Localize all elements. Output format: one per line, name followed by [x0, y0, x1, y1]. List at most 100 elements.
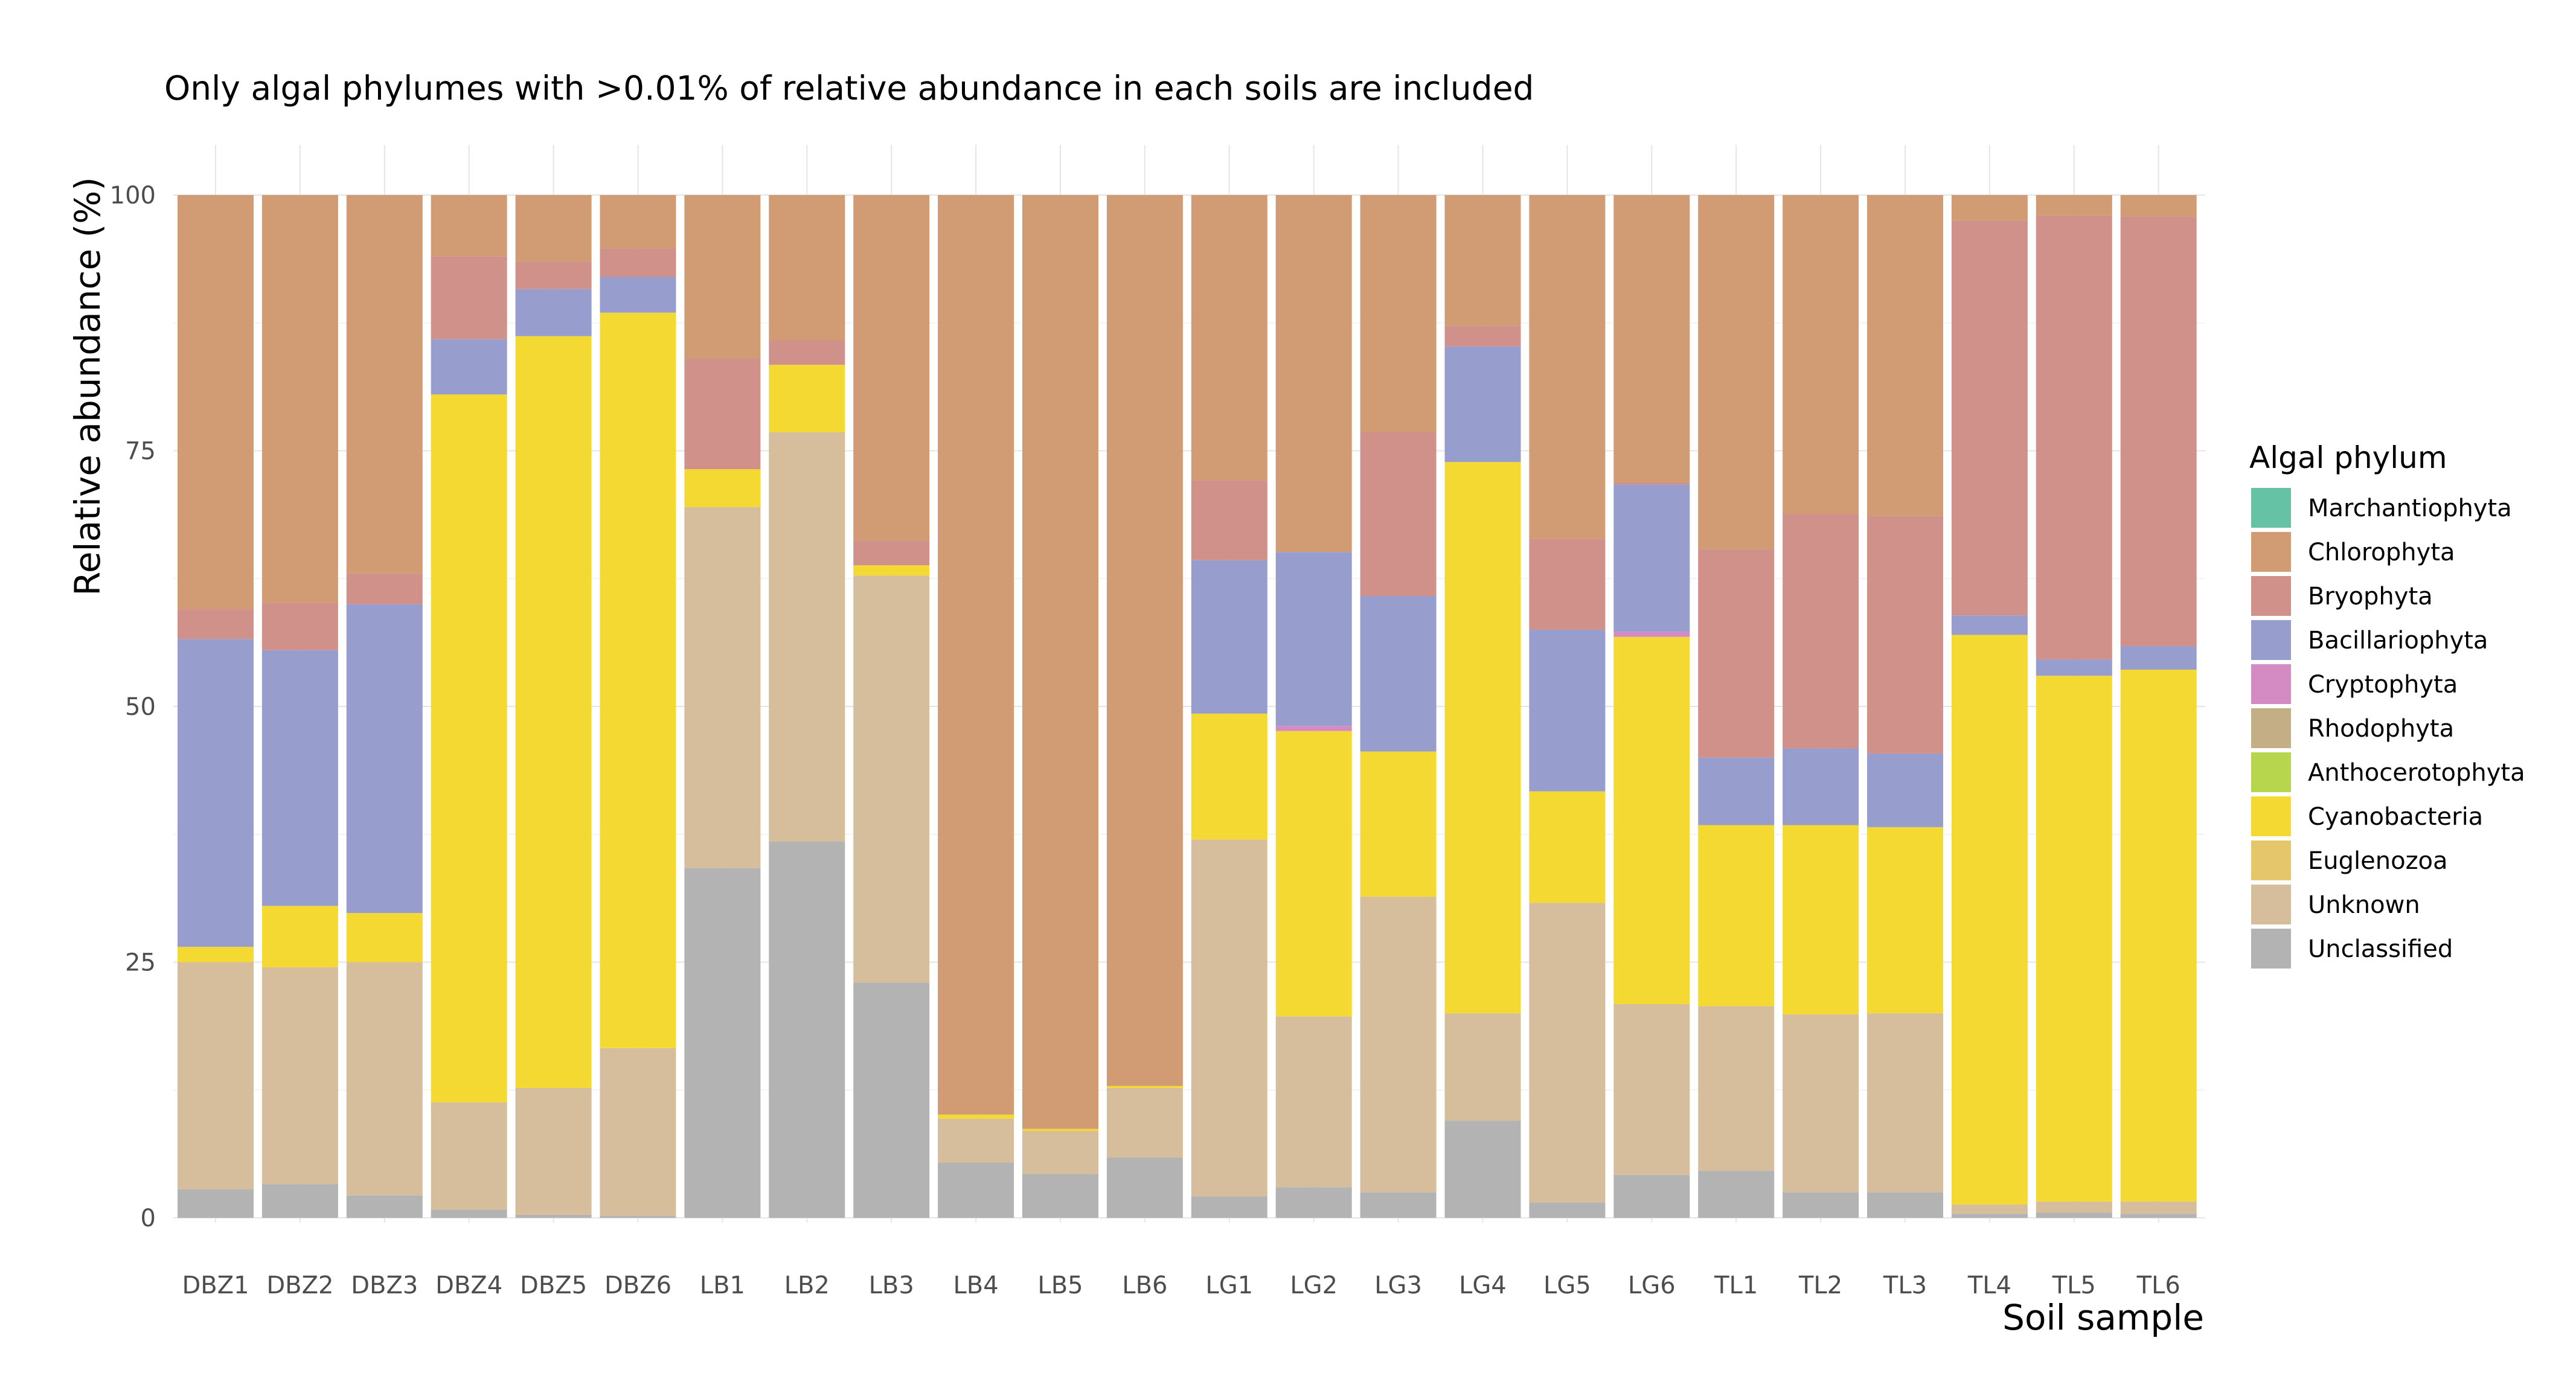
bar-segment — [261, 1184, 338, 1218]
bar-segment — [1783, 825, 1859, 1014]
bar-stack-LB5 — [1022, 195, 1098, 1218]
bar-segment — [600, 1048, 676, 1216]
legend-label: Unclassified — [2308, 935, 2453, 963]
bar-segment — [684, 868, 761, 1218]
x-tick-label: DBZ1 — [182, 1272, 249, 1299]
bar-stack-DBZ4 — [431, 195, 507, 1218]
bar-segment — [2036, 1212, 2112, 1218]
bar-segment — [1529, 629, 1606, 792]
legend-label: Rhodophyta — [2308, 715, 2454, 743]
bar-segment — [1444, 1121, 1521, 1218]
bar-segment — [2120, 670, 2197, 1202]
bar-segment — [684, 469, 761, 507]
x-axis-title: Soil sample — [2002, 1297, 2204, 1338]
legend-label: Bryophyta — [2308, 583, 2433, 610]
bar-segment — [853, 565, 930, 576]
bar-segment — [261, 906, 338, 967]
x-tick-label: DBZ6 — [604, 1272, 671, 1299]
x-tick-label: LG2 — [1290, 1272, 1338, 1299]
x-tick-label: LB1 — [700, 1272, 745, 1299]
bar-segment — [1022, 1174, 1098, 1218]
y-tick-label: 100 — [110, 182, 156, 210]
x-tick-label: LB6 — [1122, 1272, 1167, 1299]
bar-segment — [515, 336, 592, 1088]
legend-swatch — [2251, 664, 2291, 704]
bar-segment — [178, 639, 254, 947]
bar-segment — [261, 650, 338, 906]
bar-segment — [1360, 897, 1437, 1193]
bar-segment — [1106, 1157, 1183, 1218]
x-tick-label: TL2 — [1798, 1272, 1842, 1299]
bar-segment — [938, 1114, 1014, 1119]
bar-segment — [1106, 1087, 1183, 1158]
bar-segment — [2036, 659, 2112, 676]
legend-swatch — [2251, 752, 2291, 792]
bar-segment — [769, 432, 845, 842]
bar-segment — [346, 913, 423, 962]
bar-segment — [1951, 195, 2028, 221]
bar-segment — [515, 261, 592, 289]
y-tick-label: 0 — [141, 1205, 156, 1232]
legend-label: Bacillariophyta — [2308, 627, 2488, 655]
bar-segment — [2036, 1201, 2112, 1213]
bar-segment — [1022, 195, 1098, 1129]
legend-item: Bryophyta — [2251, 576, 2433, 616]
legend-swatch — [2251, 708, 2291, 748]
bar-segment — [938, 1162, 1014, 1218]
bar-segment — [1360, 432, 1437, 597]
bar-stack-TL3 — [1867, 195, 1943, 1218]
bar-segment — [1951, 635, 2028, 1205]
x-tick-label: LG1 — [1205, 1272, 1253, 1299]
bar-stack-DBZ6 — [600, 195, 676, 1218]
bar-segment — [1783, 1192, 1859, 1218]
bar-segment — [2120, 195, 2197, 217]
bar-segment — [684, 359, 761, 469]
bar-segment — [1191, 560, 1267, 714]
x-tick-label: TL1 — [1714, 1272, 1758, 1299]
bar-segment — [431, 256, 507, 339]
legend-item: Unclassified — [2251, 929, 2453, 969]
bar-segment — [1951, 220, 2028, 616]
bar-segment — [1783, 1014, 1859, 1193]
y-tick-label: 25 — [125, 949, 156, 977]
bar-segment — [1444, 1013, 1521, 1121]
x-tick-label: DBZ2 — [266, 1272, 333, 1299]
bar-segment — [1698, 195, 1775, 549]
bar-segment — [1867, 195, 1943, 516]
bar-segment — [1022, 1129, 1098, 1132]
bar-segment — [1529, 791, 1606, 903]
bar-segment — [1613, 632, 1690, 637]
bar-segment — [769, 195, 845, 341]
bar-segment — [769, 365, 845, 433]
bar-segment — [1106, 1086, 1183, 1088]
bar-stack-LG6 — [1613, 195, 1690, 1218]
bar-segment — [1613, 482, 1690, 485]
legend-swatch — [2251, 796, 2291, 836]
bar-segment — [346, 1195, 423, 1218]
x-tick-label: LG6 — [1628, 1272, 1676, 1299]
bar-segment — [515, 195, 592, 262]
chart-title: Only algal phylumes with >0.01% of relat… — [164, 69, 1534, 107]
bar-segment — [1951, 1214, 2028, 1218]
bar-segment — [2120, 1214, 2197, 1218]
bar-segment — [2120, 1201, 2197, 1214]
bar-segment — [1529, 903, 1606, 1203]
bar-segment — [1698, 1171, 1775, 1218]
bar-segment — [515, 289, 592, 336]
bar-segment — [1191, 195, 1267, 481]
bar-segment — [261, 195, 338, 603]
bar-segment — [1360, 1192, 1437, 1218]
bar-segment — [1867, 1192, 1943, 1218]
bar-segment — [1783, 195, 1859, 514]
x-tick-label: TL6 — [2136, 1272, 2180, 1299]
bar-segment — [346, 604, 423, 914]
bar-stack-DBZ1 — [178, 195, 254, 1218]
legend-swatch — [2251, 576, 2291, 616]
bar-segment — [261, 603, 338, 650]
x-tick-label: TL3 — [1883, 1272, 1927, 1299]
bar-segment — [1275, 731, 1352, 1017]
bar-stack-LB6 — [1106, 195, 1183, 1218]
bar-segment — [1867, 516, 1943, 754]
x-tick-label: LG5 — [1543, 1272, 1591, 1299]
